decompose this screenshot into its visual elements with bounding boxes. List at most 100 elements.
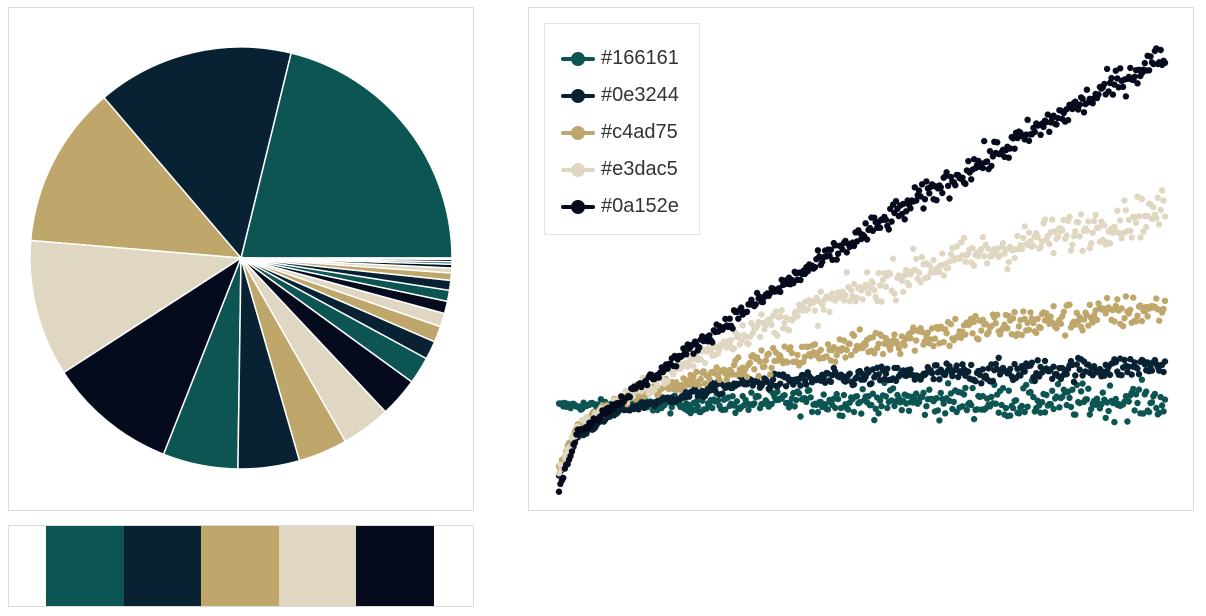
- scatter-point: [778, 306, 785, 314]
- scatter-point: [1138, 376, 1146, 383]
- scatter-point: [946, 342, 953, 349]
- scatter-point: [739, 322, 746, 329]
- scatter-point: [1021, 223, 1028, 230]
- scatter-point: [712, 387, 719, 394]
- scatter-point: [902, 266, 910, 274]
- scatter-point: [891, 290, 898, 297]
- scatter-point: [1148, 399, 1156, 406]
- scatter-point: [901, 342, 908, 349]
- scatter-point: [1030, 393, 1037, 401]
- scatter-point: [876, 397, 884, 404]
- scatter-point: [1148, 367, 1156, 374]
- scatter-point: [706, 375, 713, 383]
- scatter-point: [1076, 366, 1083, 373]
- scatter-point: [719, 390, 726, 397]
- chart-legend: #166161 #0e3244 #c4ad75 #e3dac5 #0a152e: [544, 23, 700, 235]
- scatter-point: [1137, 234, 1144, 241]
- scatter-point: [1014, 232, 1021, 240]
- scatter-point: [963, 406, 971, 414]
- scatter-point: [920, 389, 927, 396]
- scatter-point: [962, 258, 969, 266]
- scatter-point: [777, 380, 784, 387]
- scatter-point: [1098, 401, 1105, 408]
- pie-slice[interactable]: [102, 46, 292, 260]
- scatter-point: [709, 339, 716, 346]
- scatter-point: [655, 374, 662, 381]
- scatter-point: [1050, 405, 1057, 413]
- scatter-point: [1147, 53, 1154, 60]
- scatter-point: [968, 176, 975, 183]
- scatter-point: [1031, 377, 1038, 385]
- scatter-point: [968, 361, 975, 369]
- scatter-point: [811, 264, 819, 271]
- legend-item[interactable]: #e3dac5: [561, 151, 699, 188]
- scatter-point: [882, 283, 890, 290]
- legend-item[interactable]: #0e3244: [561, 77, 699, 114]
- scatter-point: [701, 380, 709, 387]
- legend-item[interactable]: #166161: [561, 40, 699, 77]
- scatter-point: [680, 345, 687, 352]
- scatter-point: [777, 313, 784, 320]
- scatter-point: [1117, 65, 1124, 72]
- scatter-point: [862, 220, 869, 227]
- scatter-point: [839, 412, 846, 420]
- scatter-point: [913, 337, 920, 344]
- scatter-point: [820, 374, 827, 381]
- scatter-point: [1007, 412, 1014, 419]
- scatter-point: [1027, 388, 1034, 396]
- scatter-point: [999, 240, 1007, 247]
- scatter-point: [1075, 106, 1082, 113]
- scatter-point: [827, 378, 835, 385]
- scatter-point: [1005, 258, 1012, 266]
- scatter-point: [985, 329, 992, 336]
- scatter-point: [797, 382, 804, 389]
- scatter-point: [785, 327, 793, 334]
- scatter-point: [693, 398, 700, 405]
- scatter-point: [706, 332, 713, 339]
- scatter-point: [1121, 356, 1128, 364]
- scatter-point: [959, 361, 966, 368]
- scatter-point: [878, 403, 885, 410]
- scatter-point: [1130, 294, 1137, 301]
- scatter-point: [915, 398, 923, 406]
- scatter-point: [690, 363, 697, 370]
- scatter-point: [713, 364, 720, 371]
- scatter-point: [668, 394, 675, 401]
- scatter-point: [833, 256, 840, 263]
- scatter-point: [918, 328, 926, 335]
- scatter-point: [803, 381, 810, 388]
- scatter-point: [1064, 116, 1072, 124]
- scatter-point: [1119, 323, 1127, 330]
- scatter-point: [1041, 409, 1049, 416]
- scatter-point: [910, 245, 917, 252]
- pie-slice[interactable]: [62, 256, 243, 456]
- scatter-point: [1077, 211, 1085, 218]
- series-group: [555, 354, 1169, 479]
- scatter-point: [690, 373, 697, 380]
- legend-item[interactable]: #0a152e: [561, 188, 699, 225]
- scatter-point: [931, 335, 939, 342]
- scatter-point: [755, 393, 762, 400]
- scatter-point: [1066, 394, 1073, 401]
- scatter-point: [823, 353, 830, 360]
- scatter-point: [921, 411, 929, 418]
- legend-item[interactable]: #c4ad75: [561, 114, 699, 151]
- scatter-point: [732, 409, 739, 416]
- pie-slice[interactable]: [240, 257, 453, 261]
- scatter-point: [853, 393, 861, 400]
- pie-slice[interactable]: [29, 239, 244, 374]
- scatter-point: [1112, 302, 1119, 310]
- scatter-point: [1134, 365, 1141, 372]
- scatter-point: [875, 340, 882, 347]
- scatter-point: [622, 387, 629, 395]
- scatter-point: [850, 408, 858, 416]
- scatter-point: [1034, 234, 1041, 241]
- pie-slice[interactable]: [29, 96, 243, 259]
- palette-swatch-strip: [8, 525, 474, 607]
- pie-slice[interactable]: [240, 52, 453, 259]
- scatter-point: [859, 386, 866, 393]
- scatter-point: [944, 182, 952, 190]
- scatter-point: [1080, 109, 1088, 116]
- scatter-point: [832, 358, 839, 365]
- scatter-point: [555, 469, 563, 477]
